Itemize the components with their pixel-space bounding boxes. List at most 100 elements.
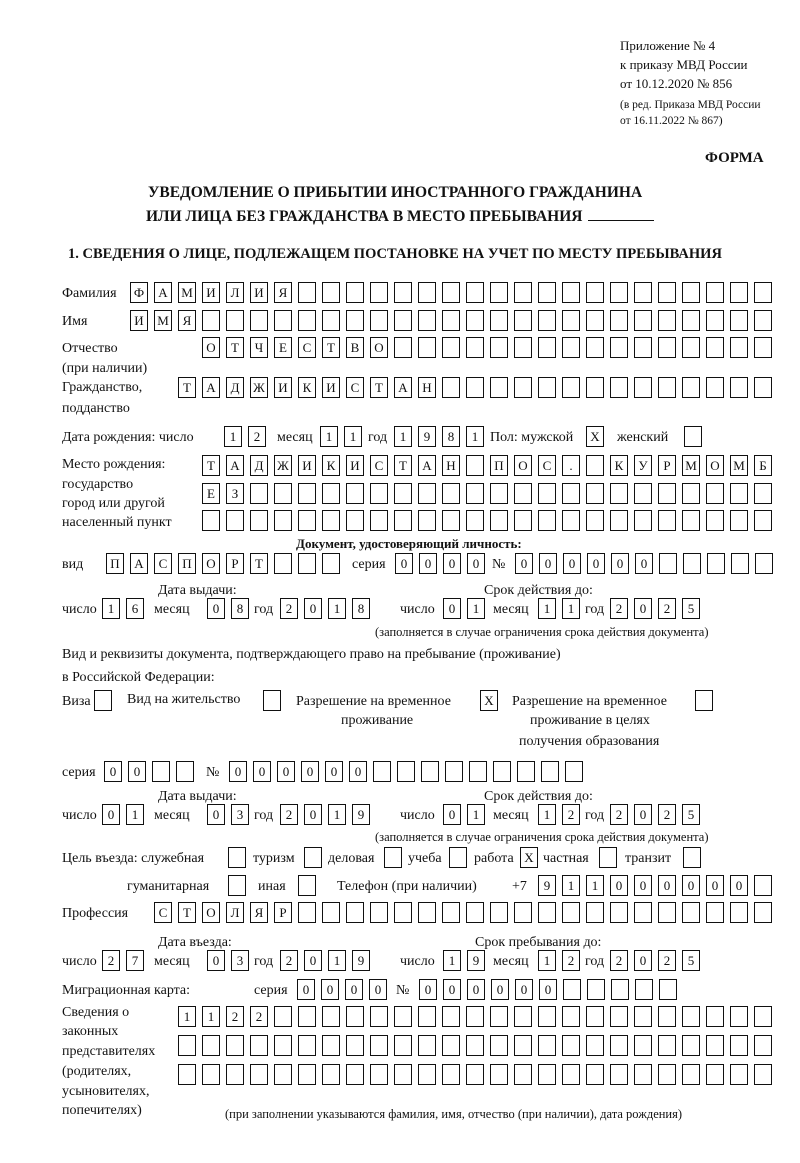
char-box[interactable]	[445, 761, 463, 782]
char-box[interactable]	[706, 510, 724, 531]
char-box[interactable]	[442, 1064, 460, 1085]
purpose-business-checkbox[interactable]	[384, 847, 408, 870]
char-box[interactable]	[490, 1006, 508, 1027]
char-box[interactable]: 0	[563, 553, 581, 574]
char-box[interactable]	[322, 1035, 340, 1056]
purpose-tourism-checkbox[interactable]	[304, 847, 328, 870]
char-box[interactable]: 0	[515, 979, 533, 1000]
char-box[interactable]	[695, 690, 713, 711]
char-box[interactable]	[466, 337, 484, 358]
char-box[interactable]: 2	[250, 1006, 268, 1027]
char-box[interactable]	[754, 1064, 772, 1085]
char-box[interactable]: 0	[104, 761, 122, 782]
char-box[interactable]	[634, 282, 652, 303]
char-box[interactable]	[682, 510, 700, 531]
char-box[interactable]	[610, 483, 628, 504]
char-box[interactable]	[682, 483, 700, 504]
char-box[interactable]	[586, 282, 604, 303]
char-box[interactable]	[490, 377, 508, 398]
char-box[interactable]	[754, 310, 772, 331]
char-box[interactable]: X	[520, 847, 538, 868]
char-box[interactable]	[466, 483, 484, 504]
char-box[interactable]: 2	[280, 950, 298, 971]
char-box[interactable]: К	[322, 455, 340, 476]
char-box[interactable]	[563, 979, 581, 1000]
char-box[interactable]	[562, 1006, 580, 1027]
char-box[interactable]: 1	[178, 1006, 196, 1027]
char-box[interactable]	[274, 1064, 292, 1085]
char-box[interactable]: 9	[418, 426, 436, 447]
char-box[interactable]: Е	[202, 483, 220, 504]
char-box[interactable]: 6	[126, 598, 144, 619]
char-box[interactable]: У	[634, 455, 652, 476]
char-box[interactable]: Е	[274, 337, 292, 358]
char-box[interactable]	[490, 337, 508, 358]
char-box[interactable]: 1	[344, 426, 362, 447]
char-box[interactable]: С	[154, 553, 172, 574]
char-box[interactable]: А	[418, 455, 436, 476]
char-box[interactable]	[634, 902, 652, 923]
char-box[interactable]: 0	[207, 804, 225, 825]
char-box[interactable]	[706, 1035, 724, 1056]
char-box[interactable]	[466, 1064, 484, 1085]
char-box[interactable]	[442, 310, 460, 331]
char-box[interactable]: 1	[224, 426, 242, 447]
char-box[interactable]	[610, 310, 628, 331]
char-box[interactable]	[469, 761, 487, 782]
char-box[interactable]	[394, 310, 412, 331]
char-box[interactable]	[634, 510, 652, 531]
reps-field-2[interactable]	[178, 1035, 778, 1058]
char-box[interactable]: 0	[349, 761, 367, 782]
char-box[interactable]: Д	[250, 455, 268, 476]
char-box[interactable]	[683, 847, 701, 868]
char-box[interactable]: 0	[634, 950, 652, 971]
char-box[interactable]: 0	[128, 761, 146, 782]
char-box[interactable]: 1	[562, 875, 580, 896]
char-box[interactable]: Р	[274, 902, 292, 923]
char-box[interactable]: П	[490, 455, 508, 476]
char-box[interactable]: М	[154, 310, 172, 331]
char-box[interactable]	[587, 979, 605, 1000]
char-box[interactable]	[228, 847, 246, 868]
char-box[interactable]: 0	[491, 979, 509, 1000]
char-box[interactable]: 0	[634, 804, 652, 825]
char-box[interactable]	[586, 310, 604, 331]
char-box[interactable]	[755, 553, 773, 574]
char-box[interactable]	[538, 1064, 556, 1085]
char-box[interactable]: Я	[178, 310, 196, 331]
visa-checkbox[interactable]	[94, 690, 118, 713]
char-box[interactable]	[682, 282, 700, 303]
char-box[interactable]	[322, 310, 340, 331]
char-box[interactable]: 2	[102, 950, 120, 971]
char-box[interactable]	[202, 310, 220, 331]
char-box[interactable]	[370, 902, 388, 923]
char-box[interactable]	[586, 1035, 604, 1056]
char-box[interactable]	[346, 510, 364, 531]
char-box[interactable]: А	[130, 553, 148, 574]
char-box[interactable]	[517, 761, 535, 782]
char-box[interactable]	[490, 1064, 508, 1085]
char-box[interactable]	[370, 483, 388, 504]
char-box[interactable]	[202, 1035, 220, 1056]
char-box[interactable]	[346, 282, 364, 303]
char-box[interactable]	[346, 310, 364, 331]
char-box[interactable]: Р	[658, 455, 676, 476]
char-box[interactable]	[682, 337, 700, 358]
char-box[interactable]	[421, 761, 439, 782]
char-box[interactable]	[514, 310, 532, 331]
char-box[interactable]	[493, 761, 511, 782]
char-box[interactable]	[538, 337, 556, 358]
char-box[interactable]	[538, 377, 556, 398]
char-box[interactable]	[562, 377, 580, 398]
char-box[interactable]: 1	[328, 598, 346, 619]
char-box[interactable]	[418, 282, 436, 303]
char-box[interactable]	[610, 1006, 628, 1027]
char-box[interactable]	[418, 1064, 436, 1085]
